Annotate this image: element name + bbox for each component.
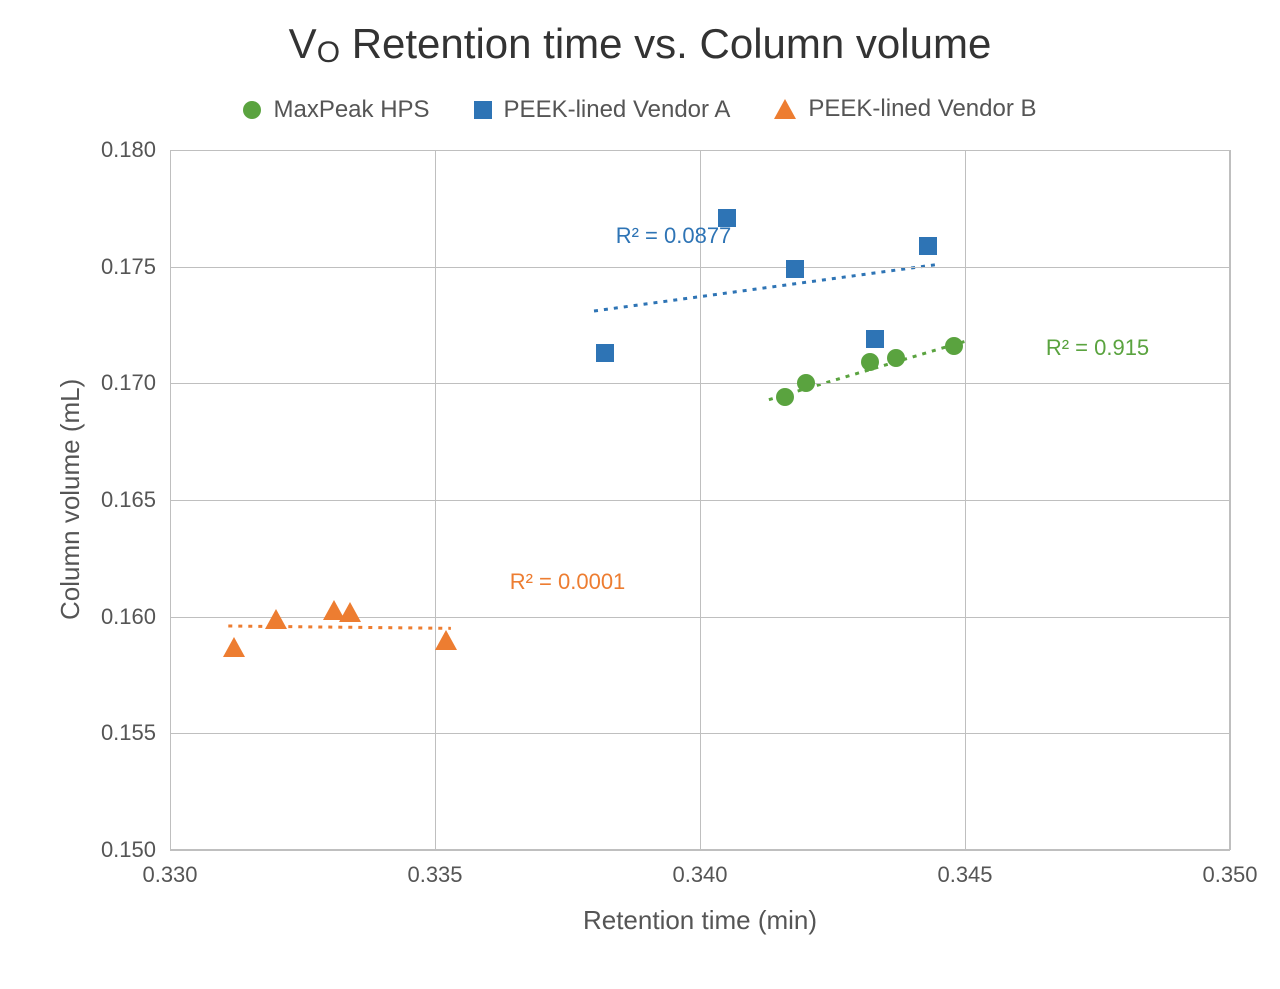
x-tick-label: 0.335 (407, 850, 462, 888)
data-point (339, 602, 361, 622)
plot-border (170, 150, 1230, 151)
gridline-horizontal (170, 850, 1230, 851)
data-point (866, 330, 884, 348)
triangle-icon (774, 99, 796, 119)
title-rest: Retention time vs. Column volume (340, 20, 991, 67)
plot-border (170, 849, 1230, 850)
chart-container: VO Retention time vs. Column volume MaxP… (0, 0, 1280, 989)
data-point (776, 388, 794, 406)
legend-label: PEEK-lined Vendor B (808, 95, 1036, 123)
square-icon (474, 101, 492, 119)
y-axis-label: Column volume (mL) (55, 379, 86, 620)
data-point (435, 630, 457, 650)
gridline-horizontal (170, 267, 1230, 268)
chart-title: VO Retention time vs. Column volume (0, 20, 1280, 70)
r-squared-annotation: R² = 0.915 (1046, 335, 1149, 361)
plot-border (1229, 150, 1230, 850)
y-tick-label: 0.175 (101, 254, 170, 280)
gridline-horizontal (170, 500, 1230, 501)
legend-item: PEEK-lined Vendor B (774, 95, 1036, 123)
legend-label: PEEK-lined Vendor A (504, 96, 731, 124)
data-point (223, 637, 245, 657)
title-prefix: V (289, 20, 317, 67)
y-tick-label: 0.165 (101, 487, 170, 513)
data-point (861, 353, 879, 371)
data-point (919, 237, 937, 255)
x-tick-label: 0.340 (672, 850, 727, 888)
x-tick-label: 0.350 (1202, 850, 1257, 888)
y-tick-label: 0.155 (101, 720, 170, 746)
x-axis-label: Retention time (min) (583, 905, 817, 936)
gridline-vertical (1230, 150, 1231, 850)
data-point (797, 374, 815, 392)
legend-item: MaxPeak HPS (243, 96, 429, 124)
y-tick-label: 0.160 (101, 604, 170, 630)
data-point (945, 337, 963, 355)
title-subscript: O (317, 36, 340, 69)
data-point (786, 260, 804, 278)
gridline-horizontal (170, 383, 1230, 384)
y-tick-label: 0.150 (101, 837, 170, 863)
gridline-horizontal (170, 733, 1230, 734)
plot-border (170, 150, 171, 850)
chart-legend: MaxPeak HPS PEEK-lined Vendor A PEEK-lined… (0, 95, 1280, 126)
y-tick-label: 0.180 (101, 137, 170, 163)
legend-label: MaxPeak HPS (273, 96, 429, 124)
r-squared-annotation: R² = 0.0001 (510, 569, 626, 595)
data-point (596, 344, 614, 362)
r-squared-annotation: R² = 0.0877 (616, 223, 732, 249)
data-point (887, 349, 905, 367)
data-point (265, 609, 287, 629)
y-tick-label: 0.170 (101, 370, 170, 396)
x-tick-label: 0.345 (937, 850, 992, 888)
plot-area: 0.3300.3350.3400.3450.3500.1500.1550.160… (170, 150, 1230, 850)
circle-icon (243, 101, 261, 119)
legend-item: PEEK-lined Vendor A (474, 96, 731, 124)
